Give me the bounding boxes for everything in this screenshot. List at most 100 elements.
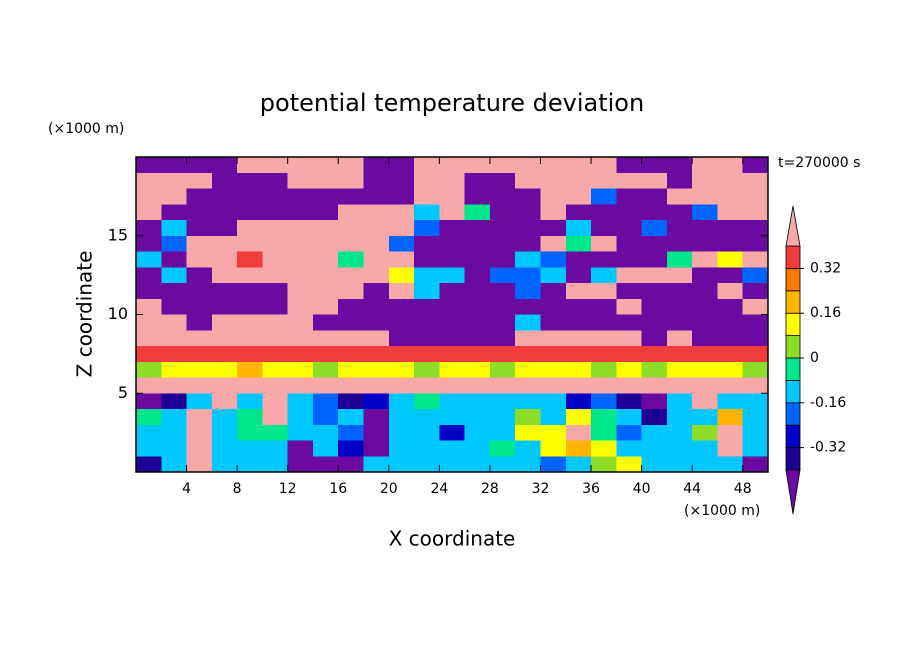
contour-cell <box>211 172 238 189</box>
contour-cell <box>616 361 643 378</box>
contour-cell <box>338 393 365 410</box>
contour-cell <box>388 267 415 284</box>
contour-cell <box>515 440 541 457</box>
contour-cell <box>565 361 592 378</box>
contour-cell <box>388 204 415 221</box>
contour-cell <box>540 377 567 394</box>
contour-cell <box>363 377 390 394</box>
contour-cell <box>742 393 769 410</box>
contour-cell <box>540 157 567 174</box>
contour-cell <box>489 298 516 315</box>
contour-cell <box>338 377 365 394</box>
contour-cell <box>186 172 213 189</box>
contour-cell <box>338 188 365 205</box>
contour-cell <box>211 267 238 284</box>
colorbar-tick-label: 0.32 <box>810 260 841 276</box>
contour-cell <box>439 298 466 315</box>
contour-cell <box>591 393 617 410</box>
contour-cell <box>136 204 162 221</box>
contour-cell <box>717 377 744 394</box>
contour-cell <box>641 172 668 189</box>
contour-cell <box>591 361 617 378</box>
contour-cell <box>363 283 390 300</box>
contour-cell <box>161 251 188 268</box>
contour-cell <box>136 361 162 378</box>
contour-cell <box>414 298 440 315</box>
contour-cell <box>338 424 365 441</box>
contour-cell <box>515 330 541 347</box>
contour-cell <box>565 267 592 284</box>
x-tick-label: 20 <box>380 481 398 497</box>
contour-cell <box>363 298 390 315</box>
contour-cell <box>616 267 643 284</box>
contour-cell <box>136 157 162 174</box>
contour-cell <box>540 346 567 363</box>
contour-cell <box>591 377 617 394</box>
contour-cell <box>237 298 263 315</box>
x-axis-label: X coordinate <box>389 527 516 551</box>
contour-cell <box>591 456 617 473</box>
contour-cell <box>262 393 289 410</box>
contour-cell <box>717 251 744 268</box>
contour-cell <box>540 456 567 473</box>
contour-cell <box>742 424 769 441</box>
contour-cell <box>616 157 643 174</box>
contour-cell <box>439 235 466 252</box>
x-tick-label: 28 <box>481 481 499 497</box>
contour-cell <box>565 204 592 221</box>
contour-cell <box>692 267 718 284</box>
contour-cell <box>439 251 466 268</box>
chart-title: potential temperature deviation <box>260 89 644 117</box>
contour-cell <box>262 377 289 394</box>
contour-cell <box>211 235 238 252</box>
contour-cell <box>439 220 466 237</box>
contour-cell <box>287 235 314 252</box>
contour-cell <box>262 409 289 426</box>
contour-cell <box>262 251 289 268</box>
contour-cell <box>692 220 718 237</box>
contour-cell <box>414 424 440 441</box>
contour-cell <box>363 204 390 221</box>
contour-cell <box>641 251 668 268</box>
contour-cell <box>489 235 516 252</box>
contour-cell <box>211 361 238 378</box>
contour-cell <box>591 409 617 426</box>
contour-cell <box>464 283 491 300</box>
contour-cell <box>666 172 693 189</box>
contour-cell <box>489 409 516 426</box>
colorbar-tick-label: -0.32 <box>810 440 846 456</box>
contour-cell <box>161 235 188 252</box>
contour-cell <box>136 314 162 331</box>
contour-cell <box>692 204 718 221</box>
contour-cell <box>515 346 541 363</box>
contour-cell <box>591 298 617 315</box>
contour-cell <box>211 393 238 410</box>
contour-cell <box>186 188 213 205</box>
contour-cell <box>540 235 567 252</box>
contour-cell <box>338 346 365 363</box>
contour-cell <box>414 346 440 363</box>
contour-cell <box>666 188 693 205</box>
x-tick-label: 8 <box>233 481 242 497</box>
contour-cell <box>641 298 668 315</box>
contour-cell <box>287 330 314 347</box>
contour-cell <box>540 220 567 237</box>
contour-cell <box>312 251 339 268</box>
contour-cell <box>439 172 466 189</box>
contour-cell <box>742 346 769 363</box>
contour-cell <box>287 204 314 221</box>
contour-cell <box>388 409 415 426</box>
contour-cell <box>591 283 617 300</box>
contour-cell <box>616 204 643 221</box>
contour-cell <box>414 456 440 473</box>
contour-cell <box>439 393 466 410</box>
contour-cell <box>211 157 238 174</box>
contour-cell <box>717 393 744 410</box>
contour-cell <box>287 298 314 315</box>
contour-cell <box>464 424 491 441</box>
contour-cell <box>565 393 592 410</box>
contour-cell <box>464 361 491 378</box>
contour-cell <box>312 346 339 363</box>
contour-cell <box>540 440 567 457</box>
